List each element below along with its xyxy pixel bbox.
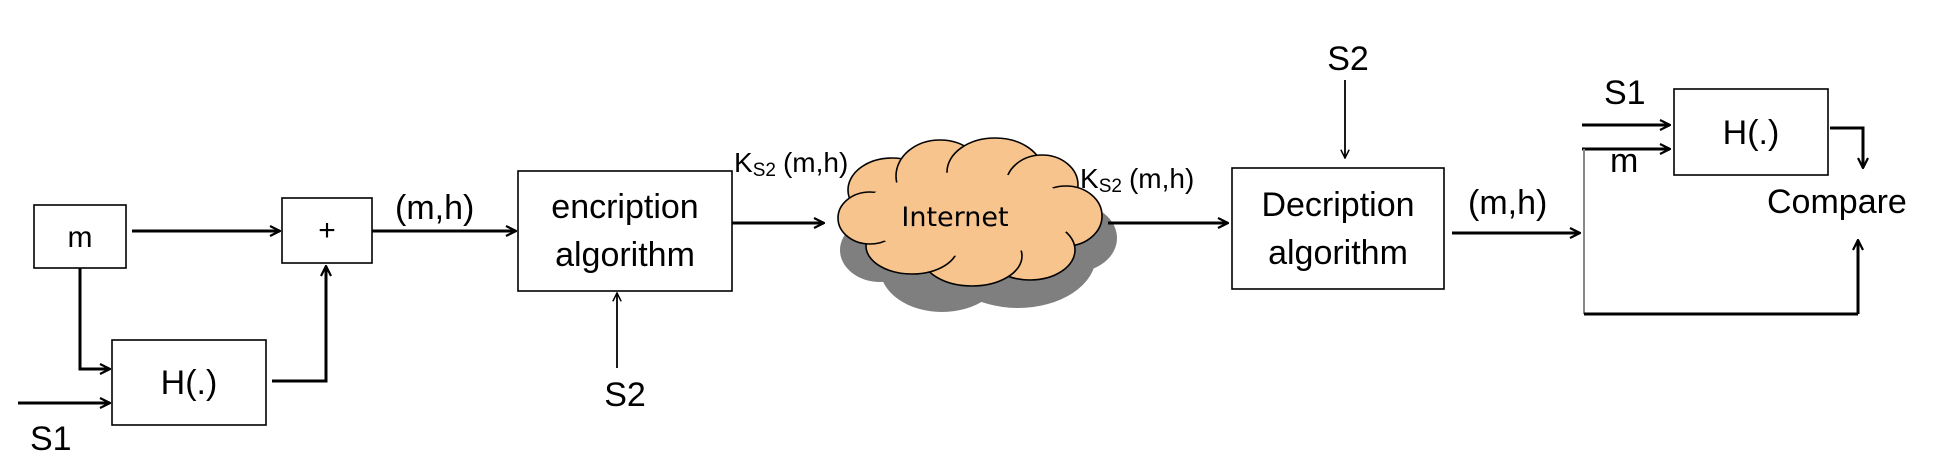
pair-label-2: (m,h) bbox=[1468, 184, 1547, 222]
decryption-algorithm-block bbox=[1231, 167, 1445, 290]
internet-cloud bbox=[837, 137, 1117, 312]
message-to-hash-arrow bbox=[78, 268, 110, 369]
decryption-label-line2: algorithm bbox=[1268, 234, 1408, 272]
hash-function-block bbox=[111, 339, 267, 426]
s2-encryption-label: S2 bbox=[604, 376, 646, 414]
decryption-label-line1: Decription bbox=[1261, 186, 1414, 224]
cloud-core bbox=[860, 172, 1076, 256]
encryption-label-line2: algorithm bbox=[555, 236, 695, 274]
hash-to-combine-arrow bbox=[272, 266, 326, 383]
encryption-label-line1: encription bbox=[551, 188, 698, 226]
hash-function-label: H(.) bbox=[161, 364, 218, 402]
compare-label: Compare bbox=[1767, 183, 1907, 221]
internet-label: Internet bbox=[901, 202, 1008, 233]
pair-label-1: (m,h) bbox=[395, 189, 474, 227]
message-block bbox=[33, 204, 127, 269]
s1-input-label: S1 bbox=[30, 420, 72, 458]
combine-block bbox=[281, 197, 373, 264]
verify-hash-block bbox=[1673, 88, 1829, 176]
message-label: m bbox=[68, 221, 93, 254]
hash-to-compare-arrow bbox=[1830, 126, 1863, 168]
encryption-algorithm-block bbox=[517, 170, 733, 292]
ciphertext-label-1: KS2 (m,h) bbox=[734, 147, 848, 181]
combine-label: + bbox=[318, 214, 336, 247]
s1-verify-label: S1 bbox=[1604, 74, 1646, 112]
verify-hash-label: H(.) bbox=[1723, 114, 1780, 152]
s2-decryption-label: S2 bbox=[1327, 40, 1369, 78]
ciphertext-label-2: KS2 (m,h) bbox=[1080, 163, 1194, 197]
